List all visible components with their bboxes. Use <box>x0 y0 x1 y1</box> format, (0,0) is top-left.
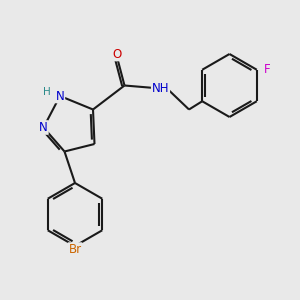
Text: NH: NH <box>152 82 169 95</box>
Text: Br: Br <box>68 243 82 256</box>
Text: N: N <box>39 121 48 134</box>
Text: O: O <box>112 47 122 61</box>
Text: H: H <box>43 87 50 98</box>
Text: N: N <box>56 89 64 103</box>
Text: F: F <box>263 63 270 76</box>
